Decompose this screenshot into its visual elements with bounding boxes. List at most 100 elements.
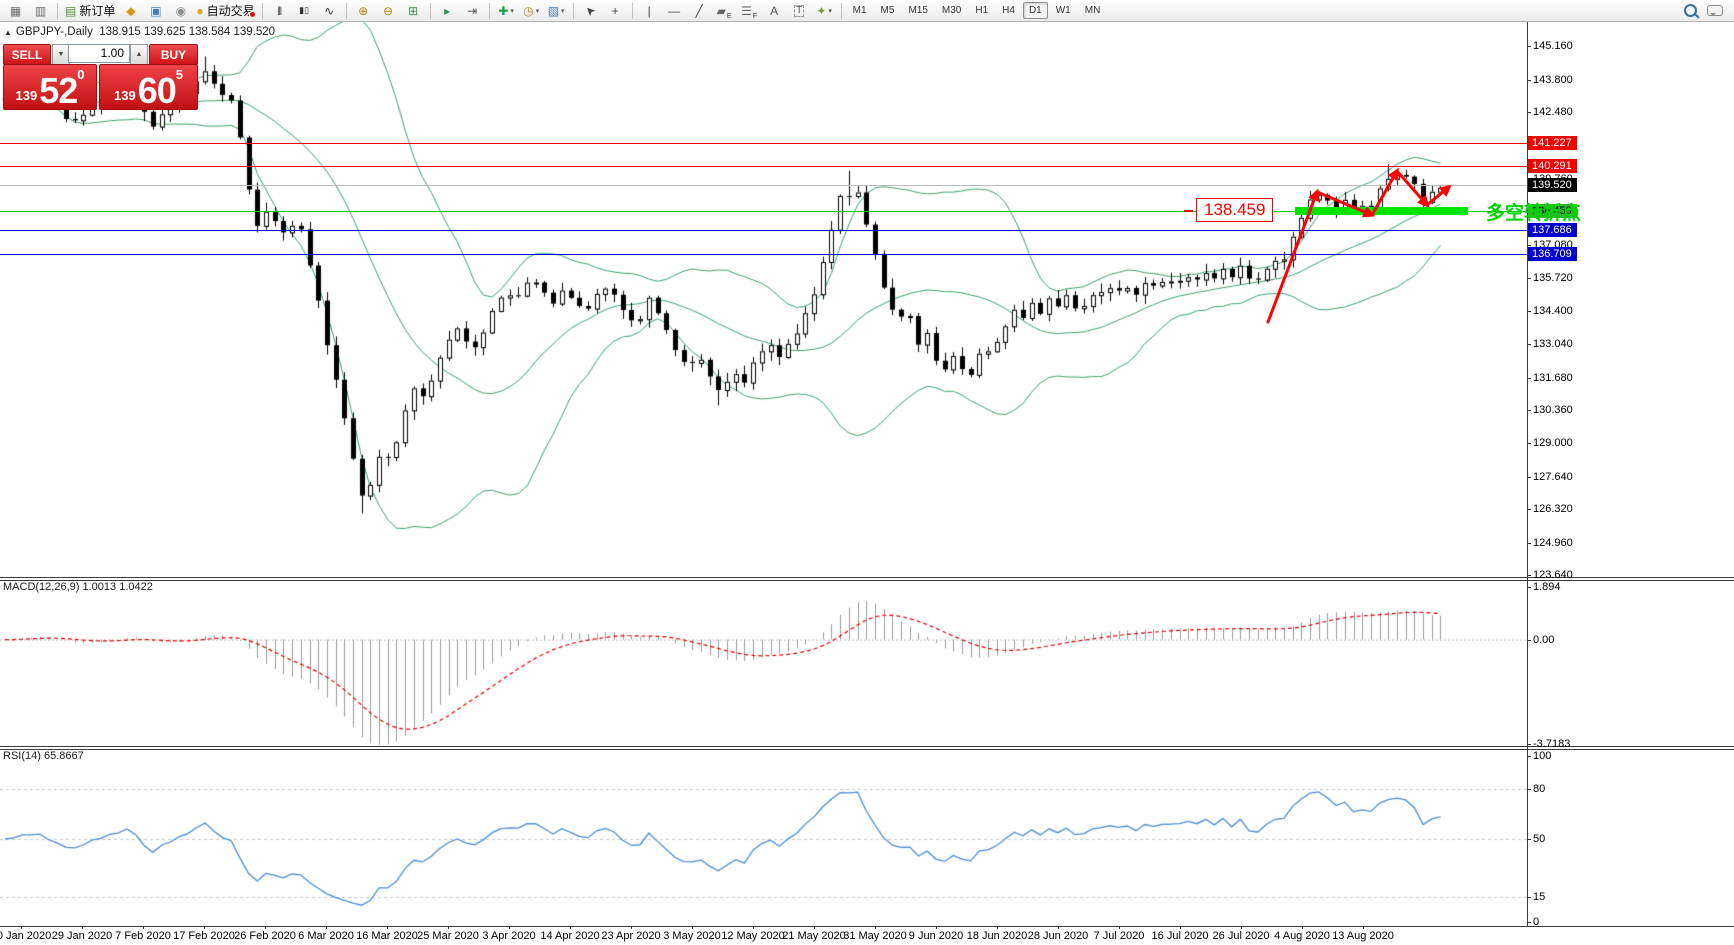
price-annotation-box[interactable]: 138.459 bbox=[1196, 198, 1274, 222]
equidistant-channel-icon[interactable]: ▰ E bbox=[713, 2, 736, 20]
dropdown-caret-icon: ▾ bbox=[510, 7, 514, 15]
buy-button[interactable]: BUY bbox=[149, 44, 198, 65]
indicators-button[interactable]: ✚ ▾ bbox=[495, 2, 518, 20]
cursor-icon[interactable]: ➤ bbox=[579, 2, 602, 20]
price-axis-tick bbox=[1527, 543, 1531, 544]
date-label: 7 Jul 2020 bbox=[1093, 930, 1145, 942]
date-label: 7 Feb 2020 bbox=[115, 930, 171, 942]
date-label: 23 Apr 2020 bbox=[601, 930, 661, 942]
timeframe-m30[interactable]: M30 bbox=[941, 5, 962, 16]
date-tick bbox=[936, 926, 937, 929]
charts-window-icon[interactable]: ▦ bbox=[4, 2, 27, 20]
main-chart-canvas[interactable] bbox=[0, 22, 1527, 578]
metaeditor-icon[interactable]: ◆ bbox=[119, 2, 142, 20]
timeframe-d1[interactable]: D1 bbox=[1022, 2, 1048, 19]
candlestick-chart-icon[interactable]: ▮▯ bbox=[293, 2, 316, 20]
chart-window[interactable]: 145.160143.800142.480141.120139.760138.4… bbox=[0, 22, 1734, 945]
hline-140.291[interactable] bbox=[0, 166, 1527, 167]
text-label-icon: T bbox=[794, 4, 805, 17]
new-order-button: ▤ bbox=[65, 3, 77, 18]
date-label: 16 Mar 2020 bbox=[356, 930, 418, 942]
toolbar-separator bbox=[57, 2, 58, 19]
volume-increase-button[interactable]: ▲ bbox=[130, 44, 148, 65]
timeframe-m15[interactable]: M15 bbox=[908, 5, 928, 16]
periods-button: ◷ bbox=[523, 3, 534, 18]
new-order-button[interactable]: ▤ 新订单 bbox=[63, 2, 117, 20]
dropdown-caret-icon: ▾ bbox=[535, 7, 540, 15]
fibonacci-icon[interactable]: ☰ F bbox=[738, 2, 761, 20]
date-tick bbox=[265, 926, 266, 929]
macd-axis-tick-label: 1.894 bbox=[1533, 581, 1561, 593]
text-icon[interactable]: A bbox=[763, 2, 786, 20]
rsi-axis-tick bbox=[1527, 756, 1531, 757]
hline-136.709[interactable] bbox=[0, 254, 1527, 255]
price-axis-tick-label: 142.480 bbox=[1533, 106, 1573, 118]
price-axis-tick-label: 126.320 bbox=[1533, 503, 1573, 515]
hline-141.227[interactable] bbox=[0, 143, 1527, 144]
autotrading-button[interactable]: ● 自动交易 bbox=[194, 2, 256, 20]
trendline-icon[interactable]: ╱ bbox=[688, 2, 711, 20]
timeframe-mn[interactable]: MN bbox=[1084, 5, 1101, 16]
date-label: 20 Jan 2020 bbox=[0, 930, 52, 942]
bar-chart-icon[interactable]: ||| bbox=[268, 2, 291, 20]
search-icon[interactable] bbox=[1684, 4, 1697, 17]
templates-button[interactable]: ▧ ▾ bbox=[545, 2, 568, 20]
vertical-line-icon[interactable]: | bbox=[638, 2, 661, 20]
timeframe-w1[interactable]: W1 bbox=[1055, 5, 1071, 16]
buy-price-tile[interactable]: 139 60 5 bbox=[99, 64, 198, 110]
periods-button[interactable]: ◷ ▾ bbox=[520, 2, 543, 20]
zoom-in-icon: ⊕ bbox=[358, 3, 369, 18]
sell-button[interactable]: SELL bbox=[3, 44, 51, 65]
signals-icon: ◉ bbox=[175, 3, 187, 18]
date-label: 28 Jun 2020 bbox=[1027, 930, 1089, 942]
date-tick bbox=[1058, 926, 1059, 929]
sell-price-tile[interactable]: 139 52 0 bbox=[3, 64, 97, 110]
macd-pane-canvas[interactable] bbox=[0, 579, 1527, 746]
tile-windows-icon[interactable]: ⊞ bbox=[402, 2, 425, 20]
text-label-icon[interactable]: T bbox=[788, 2, 811, 20]
price-axis-tick-label: 135.720 bbox=[1533, 272, 1573, 284]
price-tag-139.520: 139.520 bbox=[1528, 178, 1577, 192]
sell-price-pip: 0 bbox=[77, 67, 85, 82]
date-label: 29 Jan 2020 bbox=[51, 930, 113, 942]
market-watch-icon[interactable]: ▥ bbox=[29, 2, 52, 20]
chart-shift-icon[interactable]: ⇥ bbox=[461, 2, 484, 20]
turning-point-note[interactable]: 多空转折点 bbox=[1486, 203, 1582, 224]
text-icon: A bbox=[770, 3, 779, 18]
line-chart-icon[interactable]: ∿ bbox=[318, 2, 341, 20]
terminal-icon[interactable]: ▣ bbox=[144, 2, 167, 20]
crosshair-icon[interactable]: + bbox=[604, 2, 627, 20]
hline-139.520[interactable] bbox=[0, 185, 1527, 186]
price-axis-tick-label: 123.640 bbox=[1533, 569, 1573, 581]
arrows-icon[interactable]: ✦ ▾ bbox=[813, 2, 836, 20]
fibonacci-icon-sub: F bbox=[752, 12, 758, 20]
sell-price-big: 52 bbox=[39, 70, 78, 111]
pane-separator[interactable] bbox=[0, 746, 1734, 750]
autotrading-button-label: 自动交易 bbox=[206, 4, 255, 18]
rsi-pane-canvas[interactable] bbox=[0, 748, 1527, 926]
timeframe-h1[interactable]: H1 bbox=[975, 5, 989, 16]
zoom-out-icon[interactable]: ⊖ bbox=[377, 2, 400, 20]
toolbar-separator bbox=[840, 2, 842, 19]
dropdown-caret-icon: ▾ bbox=[828, 7, 832, 15]
zoom-in-icon[interactable]: ⊕ bbox=[352, 2, 375, 20]
pane-separator[interactable] bbox=[0, 577, 1734, 581]
turning-point-highlight-bar[interactable] bbox=[1295, 207, 1468, 215]
volume-input[interactable]: 1.00 bbox=[68, 44, 130, 63]
hline-138.459[interactable] bbox=[0, 211, 1527, 212]
hline-137.686[interactable] bbox=[0, 230, 1527, 231]
timeframe-h4[interactable]: H4 bbox=[1002, 5, 1015, 16]
rsi-axis-tick bbox=[1527, 839, 1531, 840]
auto-scroll-icon[interactable]: ▸ bbox=[436, 2, 459, 20]
signals-icon[interactable]: ◉ bbox=[169, 2, 192, 20]
macd-axis-tick bbox=[1527, 587, 1531, 588]
price-axis-tick bbox=[1527, 509, 1531, 510]
price-tag-137.686: 137.686 bbox=[1528, 223, 1577, 237]
timeframe-m5[interactable]: M5 bbox=[880, 5, 895, 16]
market-watch-icon: ▥ bbox=[34, 3, 47, 18]
chat-icon[interactable] bbox=[1707, 5, 1723, 16]
horizontal-line-icon[interactable]: — bbox=[663, 2, 686, 20]
autotrading-button: ● bbox=[196, 3, 204, 18]
timeframe-m1[interactable]: M1 bbox=[852, 5, 867, 16]
